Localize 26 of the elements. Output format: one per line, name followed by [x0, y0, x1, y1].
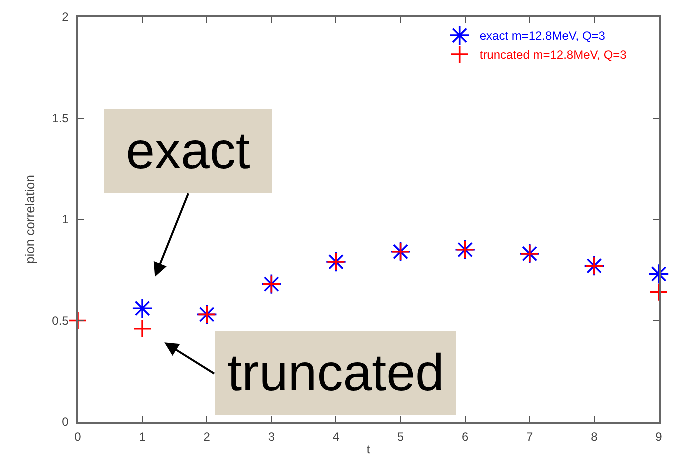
point — [133, 319, 152, 338]
legend-label: exact m=12.8MeV, Q=3 — [480, 29, 606, 44]
point — [68, 311, 88, 330]
x-axis-title: t — [366, 442, 371, 457]
y-tick-label: 1.5 — [52, 111, 70, 126]
point — [132, 298, 154, 320]
x-tick-label: 9 — [656, 430, 663, 444]
x-tick-label: 5 — [397, 430, 404, 444]
point — [648, 264, 670, 285]
y-axis-title: pion correlation — [22, 175, 38, 264]
x-tick-label: 1 — [139, 430, 146, 444]
point — [650, 283, 668, 302]
x-tick-label: 6 — [462, 430, 469, 444]
x-tick-label: 7 — [526, 430, 534, 444]
x-tick-label: 0 — [74, 430, 82, 444]
x-tick-label: 4 — [332, 430, 340, 444]
annotation: truncated — [228, 344, 444, 402]
legend-label: truncated m=12.8MeV, Q=3 — [480, 48, 628, 62]
y-tick-label: 2 — [62, 10, 70, 24]
y-tick-label: 0.5 — [52, 314, 70, 328]
annotation: exact — [126, 122, 251, 180]
y-tick-label: 1 — [62, 212, 70, 227]
x-tick-label: 3 — [268, 430, 276, 444]
x-tick-label: 8 — [591, 430, 598, 444]
y-tick-label: 0 — [62, 415, 70, 430]
x-tick-label: 2 — [204, 430, 211, 444]
